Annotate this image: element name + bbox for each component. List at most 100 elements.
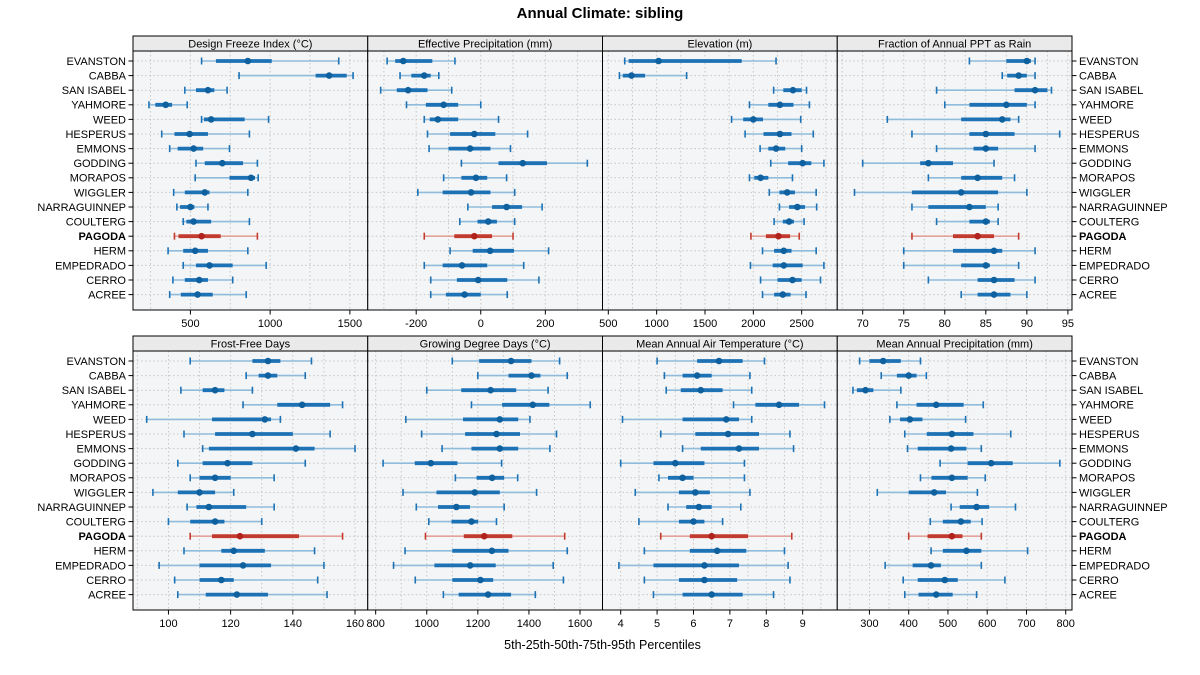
median-dot (735, 445, 743, 452)
median-dot (715, 357, 723, 365)
median-dot (690, 518, 697, 525)
x-tick-label: 8 (763, 618, 769, 630)
x-tick-label: -200 (405, 318, 427, 330)
whisker-fraction-ppt-rain (886, 115, 1020, 123)
median-dot (471, 232, 478, 240)
station-label-right: GODDING (1079, 458, 1132, 470)
median-dot (987, 459, 995, 467)
median-dot (925, 159, 932, 167)
whisker-frost-free-days (176, 591, 328, 599)
station-label-right: CERRO (1079, 275, 1119, 287)
whisker-growing-degree-days (441, 445, 551, 453)
median-dot (713, 547, 721, 555)
station-label-left: PAGODA (79, 231, 127, 243)
median-dot (750, 116, 757, 123)
median-dot (722, 416, 730, 423)
x-tick-label: 80 (939, 318, 951, 330)
median-dot (927, 562, 935, 569)
station-label-left: COULTERG (66, 216, 126, 228)
whisker-mean-annual-precipitation (884, 561, 983, 569)
median-dot (487, 386, 494, 394)
median-dot (775, 232, 782, 240)
whisker-mean-annual-air-temperature (667, 503, 742, 511)
median-dot (780, 247, 788, 255)
x-tick-label: 1500 (338, 318, 362, 330)
whisker-mean-annual-precipitation (876, 488, 979, 496)
whisker-elevation (761, 291, 807, 299)
median-dot (218, 576, 225, 584)
station-label-left: SAN ISABEL (62, 85, 126, 97)
median-dot (458, 262, 466, 269)
whisker-fraction-ppt-rain (902, 247, 1036, 255)
median-dot (947, 445, 955, 452)
whisker-frost-free-days (183, 547, 316, 555)
median-dot (471, 130, 478, 138)
whisker-elevation (772, 86, 808, 94)
whisker-elevation (761, 247, 817, 255)
panel-strip-title: Growing Degree Days (°C) (420, 339, 551, 351)
panel-strip-title: Design Freeze Index (°C) (188, 39, 312, 51)
x-tick-label: 1000 (258, 318, 282, 330)
median-dot (249, 430, 256, 438)
median-dot (948, 532, 956, 540)
median-dot (484, 218, 492, 225)
whisker-effective-precipitation (458, 218, 516, 226)
median-dot (404, 86, 412, 94)
x-tick-label: 300 (860, 618, 878, 630)
median-dot (974, 232, 981, 240)
median-dot (708, 591, 715, 598)
panel-strip-title: Elevation (m) (687, 39, 752, 51)
percentile-caption: 5th-25th-50th-75th-95th Percentiles (504, 638, 701, 652)
median-dot (236, 532, 244, 540)
median-dot (879, 357, 887, 365)
whisker-effective-precipitation (399, 72, 440, 80)
x-tick-label: 500 (939, 618, 957, 630)
median-dot (905, 372, 912, 379)
median-dot (434, 116, 442, 123)
station-label-right: EVANSTON (1079, 356, 1139, 368)
whisker-mean-annual-precipitation (858, 357, 922, 365)
whisker-frost-free-days (245, 372, 307, 380)
median-dot (775, 401, 783, 409)
station-label-right: SAN ISABEL (1079, 385, 1143, 397)
median-dot (963, 547, 970, 555)
panel-background (837, 351, 1072, 610)
station-label-right: YAHMORE (1079, 400, 1134, 412)
whisker-design-freeze-index (194, 174, 259, 182)
whisker-fraction-ppt-rain (861, 159, 995, 167)
whisker-design-freeze-index (173, 232, 259, 240)
median-dot (472, 174, 480, 182)
station-label-left: CERRO (86, 575, 126, 587)
x-tick-label: 0 (478, 318, 484, 330)
whisker-fraction-ppt-rain (935, 86, 1053, 94)
median-dot (206, 262, 213, 269)
whisker-mean-annual-air-temperature (634, 488, 751, 496)
median-dot (488, 547, 496, 555)
median-dot (695, 503, 703, 511)
median-dot (211, 518, 219, 525)
whisker-elevation (749, 261, 825, 269)
station-label-right: GODDING (1079, 158, 1132, 170)
median-dot (207, 116, 215, 123)
median-dot (785, 218, 793, 225)
station-label-right: EMPEDRADO (1079, 260, 1150, 272)
whisker-fraction-ppt-rain (927, 174, 1016, 182)
whisker-elevation (759, 276, 822, 284)
whisker-design-freeze-index (182, 261, 267, 269)
station-label-left: WEED (93, 414, 126, 426)
x-tick-label: 70 (857, 318, 869, 330)
whisker-fraction-ppt-rain (935, 145, 1036, 153)
whisker-mean-annual-precipitation (880, 372, 928, 380)
median-dot (292, 445, 300, 452)
whisker-mean-annual-precipitation (930, 547, 1029, 555)
whisker-frost-free-days (189, 474, 275, 482)
whisker-mean-annual-precipitation (896, 401, 985, 409)
median-dot (862, 386, 869, 394)
whisker-frost-free-days (176, 459, 307, 467)
whisker-design-freeze-index (168, 145, 231, 153)
median-dot (957, 189, 965, 196)
median-dot (201, 189, 209, 196)
station-label-left: EMMONS (77, 443, 127, 455)
station-label-left: HESPERUS (65, 129, 126, 141)
